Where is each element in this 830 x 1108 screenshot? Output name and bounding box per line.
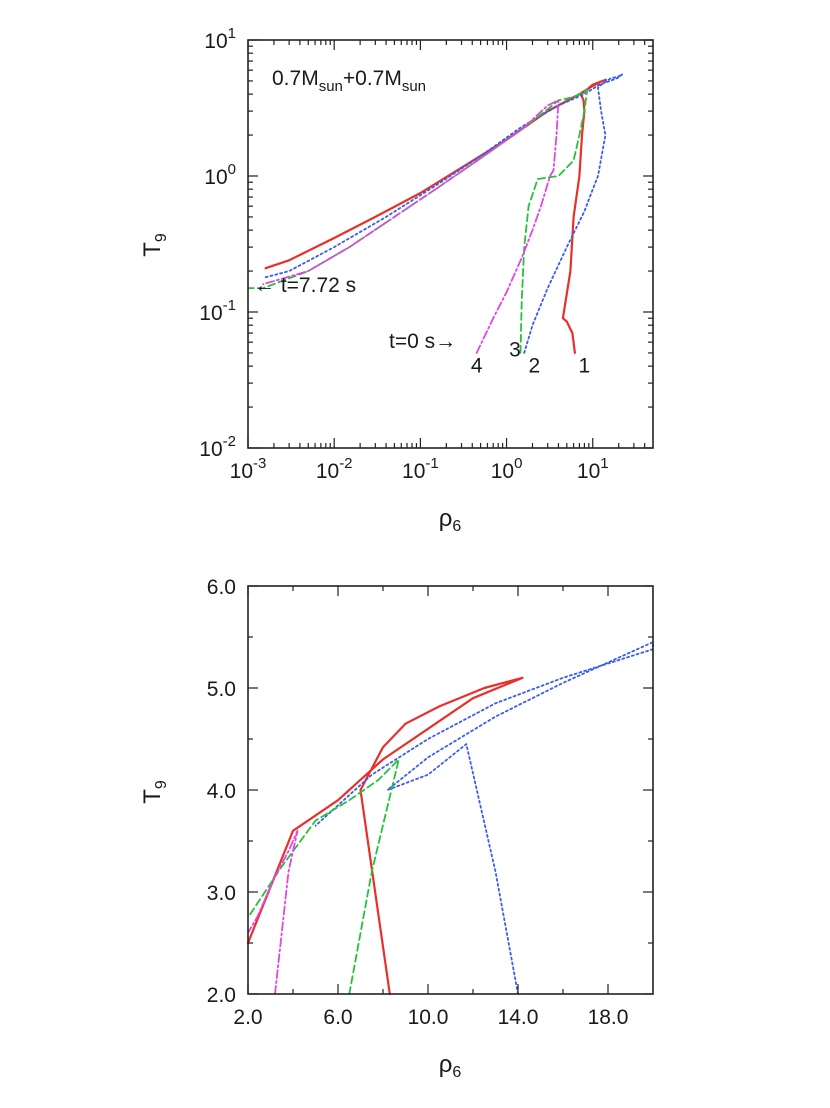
- top-plot-area: [247, 73, 624, 354]
- bottom-plot-area: [246, 641, 654, 996]
- bot-x-tick-label: 10.0: [408, 1006, 449, 1029]
- top-x-tick-label: 10-1: [402, 455, 439, 483]
- top-y-tick-labels: 10-2 10-1 100 101: [199, 25, 236, 461]
- top-chart-title: 0.7Msun+0.7Msun: [272, 67, 426, 95]
- bot-series-2-line: [314, 641, 654, 995]
- top-x-tick-label: 10-3: [230, 455, 267, 483]
- top-y-tick-label: 10-2: [199, 433, 236, 461]
- top-curve-labels: 4 32 1: [471, 339, 590, 378]
- top-x-axis-label: ρ6: [439, 505, 462, 535]
- top-y-axis-label: T9: [139, 233, 170, 257]
- top-y-tick-label: 100: [204, 161, 236, 189]
- top-series-2-line: [264, 73, 624, 354]
- bot-series-3-line: [247, 758, 400, 995]
- top-series-4-line: [262, 99, 560, 354]
- bottom-tick-marks: [247, 585, 653, 995]
- top-x-tick-labels: 10-3 10-2 10-1 100 101: [230, 455, 609, 483]
- bot-y-tick-label: 4.0: [207, 780, 236, 803]
- bot-x-tick-label: 18.0: [588, 1006, 629, 1029]
- bot-x-tick-label: 6.0: [323, 1006, 352, 1029]
- bottom-x-tick-labels: 2.0 6.0 10.0 14.0 18.0: [233, 1006, 628, 1029]
- top-plot-frame: [247, 39, 654, 449]
- curve-label-3: 3: [509, 339, 521, 362]
- annotation-t-end: ← t=7.72 s: [254, 274, 356, 297]
- annotation-t-start: t=0 s→: [389, 330, 456, 353]
- bot-x-tick-label: 2.0: [233, 1006, 262, 1029]
- curve-label-2: 2: [528, 354, 540, 377]
- bot-y-tick-label: 6.0: [207, 576, 236, 599]
- bot-y-tick-label: 2.0: [207, 984, 236, 1007]
- curve-label-4: 4: [471, 354, 483, 377]
- top-x-tick-label: 10-2: [316, 455, 353, 483]
- bot-series-4-line: [247, 829, 299, 995]
- top-y-tick-label: 101: [204, 25, 236, 53]
- bot-y-tick-label: 5.0: [207, 678, 236, 701]
- top-tick-marks: [247, 39, 653, 449]
- top-series-1-line: [264, 78, 608, 354]
- top-x-tick-label: 100: [491, 455, 523, 483]
- top-y-tick-label: 10-1: [199, 297, 236, 325]
- bottom-y-tick-labels: 2.0 3.0 4.0 5.0 6.0: [207, 576, 236, 1007]
- bottom-y-axis-label: T9: [139, 780, 170, 804]
- bottom-x-axis-label: ρ6: [439, 1051, 462, 1081]
- bot-y-tick-label: 3.0: [207, 882, 236, 905]
- curve-label-1: 1: [579, 354, 591, 377]
- bottom-plot-frame: [247, 585, 654, 995]
- bottom-panel-linear-chart: 2.0 6.0 10.0 14.0 18.0 2.0 3.0 4.0 5.0 6.0 ρ6 T9: [139, 576, 654, 1081]
- top-series-3-line: [247, 88, 588, 354]
- bot-series-1-line: [246, 676, 524, 996]
- top-x-tick-label: 101: [577, 455, 609, 483]
- bot-x-tick-label: 14.0: [498, 1006, 539, 1029]
